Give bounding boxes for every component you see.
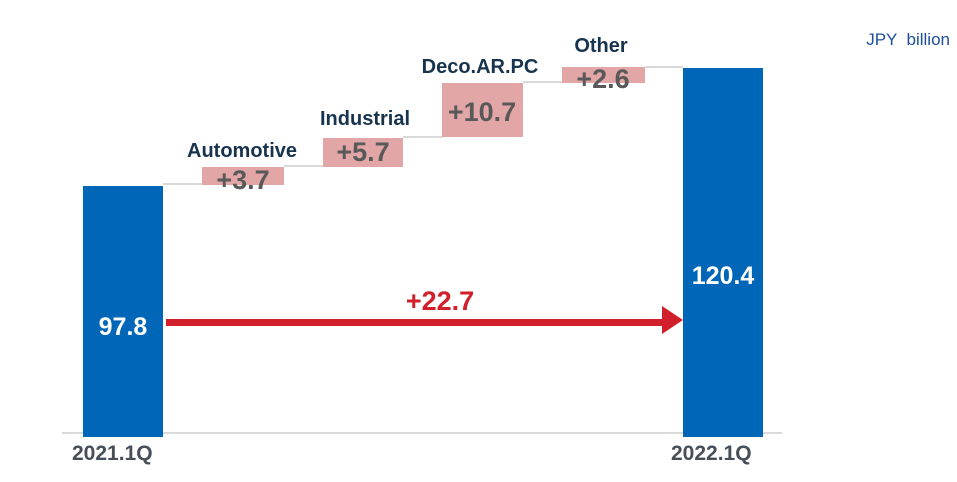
start-bar-value: 97.8 <box>98 313 148 341</box>
delta-box-industrial <box>323 138 403 167</box>
axis-label-2022-1q: 2022.1Q <box>671 442 752 465</box>
x-axis-baseline <box>62 432 782 434</box>
total-change-arrow-shaft <box>166 319 666 326</box>
start-bar-2021-1q <box>83 186 163 437</box>
axis-label-2021-1q: 2021.1Q <box>72 442 153 465</box>
delta-box-automotive <box>202 167 284 185</box>
category-label-deco-ar-pc: Deco.AR.PC <box>421 56 539 78</box>
end-bar-2022-1q <box>683 68 763 437</box>
connector-line <box>163 183 203 185</box>
delta-value-automotive: +3.7 <box>216 165 270 195</box>
connector-line <box>523 81 563 83</box>
unit-label: JPY billion <box>866 30 950 49</box>
delta-box-other <box>562 67 645 83</box>
category-label-other: Other <box>574 35 628 57</box>
category-label-industrial: Industrial <box>319 108 410 130</box>
delta-value-industrial: +5.7 <box>336 137 390 167</box>
connector-line <box>403 136 443 138</box>
delta-value-deco-ar-pc: +10.7 <box>447 97 517 127</box>
category-label-automotive: Automotive <box>187 140 297 162</box>
delta-box-deco-ar-pc <box>442 83 523 137</box>
delta-value-other: +2.6 <box>576 64 630 94</box>
end-bar-value: 120.4 <box>691 262 755 290</box>
connector-line <box>645 66 683 68</box>
arrow-head-icon <box>662 306 683 334</box>
connector-line <box>284 165 324 167</box>
total-change-label: +22.7 <box>405 286 475 316</box>
